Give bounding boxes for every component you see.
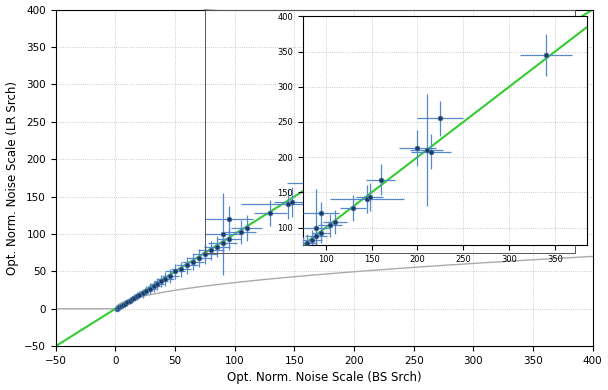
Bar [205,10,575,253]
Y-axis label: Opt. Norm. Noise Scale (LR Srch): Opt. Norm. Noise Scale (LR Srch) [5,81,19,275]
X-axis label: Opt. Norm. Noise Scale (BS Srch): Opt. Norm. Noise Scale (BS Srch) [227,371,421,385]
